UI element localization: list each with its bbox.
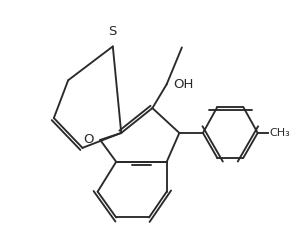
Text: CH₃: CH₃ (270, 128, 290, 138)
Text: S: S (108, 25, 117, 39)
Text: O: O (83, 133, 93, 146)
Text: OH: OH (173, 78, 194, 91)
